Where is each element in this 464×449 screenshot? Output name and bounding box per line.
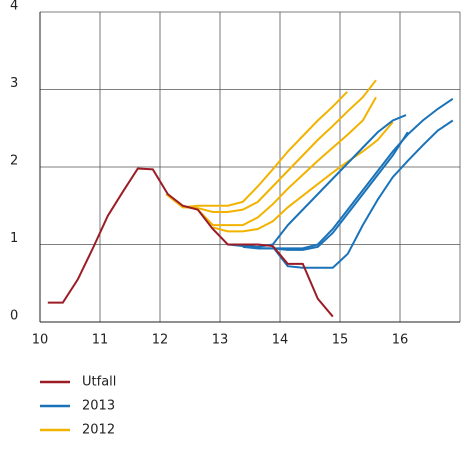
x-tick-label: 16 — [392, 333, 409, 348]
data-line — [212, 121, 394, 233]
y-tick-label: 1 — [10, 231, 18, 246]
data-line — [257, 131, 409, 251]
legend-label: 2012 — [82, 423, 115, 438]
data-line — [197, 96, 377, 227]
x-tick-label: 10 — [32, 333, 49, 348]
y-tick-label: 2 — [10, 154, 18, 169]
data-line — [47, 167, 334, 318]
x-tick-label: 12 — [152, 333, 169, 348]
data-line — [242, 97, 454, 250]
legend-label: 2013 — [82, 399, 115, 414]
data-line — [165, 91, 348, 209]
data-line — [227, 114, 407, 248]
legend-label: Utfall — [82, 375, 116, 390]
y-tick-label: 0 — [10, 309, 18, 324]
x-tick-label: 15 — [332, 333, 349, 348]
data-line — [182, 79, 377, 213]
data-line — [272, 119, 454, 269]
x-tick-label: 11 — [92, 333, 109, 348]
x-tick-label: 13 — [212, 333, 229, 348]
x-tick-label: 14 — [272, 333, 289, 348]
y-tick-label: 4 — [10, 0, 18, 14]
y-tick-label: 3 — [10, 76, 18, 91]
